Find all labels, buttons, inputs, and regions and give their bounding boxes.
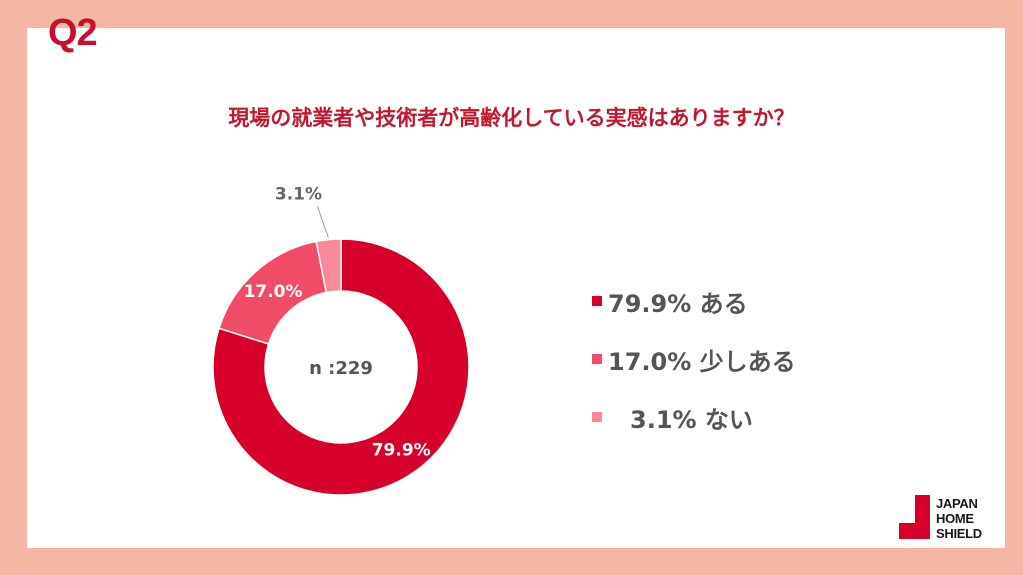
donut-slice-nai: [315, 238, 342, 294]
sample-size-label: n :229: [309, 358, 373, 379]
legend-label-aru: 79.9% ある: [608, 289, 748, 318]
legend-label-sukoshi-aru: 17.0% 少しある: [608, 347, 796, 376]
legend-item-sukoshi-aru: 17.0% 少しある: [592, 330, 796, 388]
slide-card: [27, 28, 1005, 548]
logo-line-japan: JAPAN: [936, 496, 978, 511]
chart-legend: 79.9% ある 17.0% 少しある 3.1% ない: [592, 272, 796, 446]
legend-item-nai: 3.1% ない: [592, 388, 796, 446]
slice-value-label-aru: 79.9%: [372, 440, 431, 460]
question-number: Q2: [48, 12, 98, 54]
slice-value-label-sukoshi-aru: 17.0%: [244, 282, 303, 302]
question-title: 現場の就業者や技術者が高齢化している実感はありますか？: [228, 106, 795, 130]
slice-value-label-nai: 3.1%: [275, 184, 322, 204]
legend-item-aru: 79.9% ある: [592, 272, 796, 330]
leader-line-nai: [316, 206, 329, 238]
legend-label-nai: 3.1% ない: [630, 405, 753, 434]
donut-slice-aru: [212, 238, 470, 496]
donut-chart: 79.9% 17.0% 3.1% n :229: [212, 184, 470, 496]
legend-swatch-sukoshi-aru: [592, 354, 602, 364]
logo-wordmark: JAPAN HOME SHIELD: [936, 496, 982, 541]
legend-swatch-nai: [592, 412, 602, 422]
legend-swatch-aru: [592, 296, 602, 306]
logo-line-shield: SHIELD: [936, 526, 982, 541]
j-logo-icon: [899, 495, 930, 539]
logo-line-home: HOME: [936, 511, 974, 526]
japan-home-shield-logo: JAPAN HOME SHIELD: [897, 495, 993, 543]
